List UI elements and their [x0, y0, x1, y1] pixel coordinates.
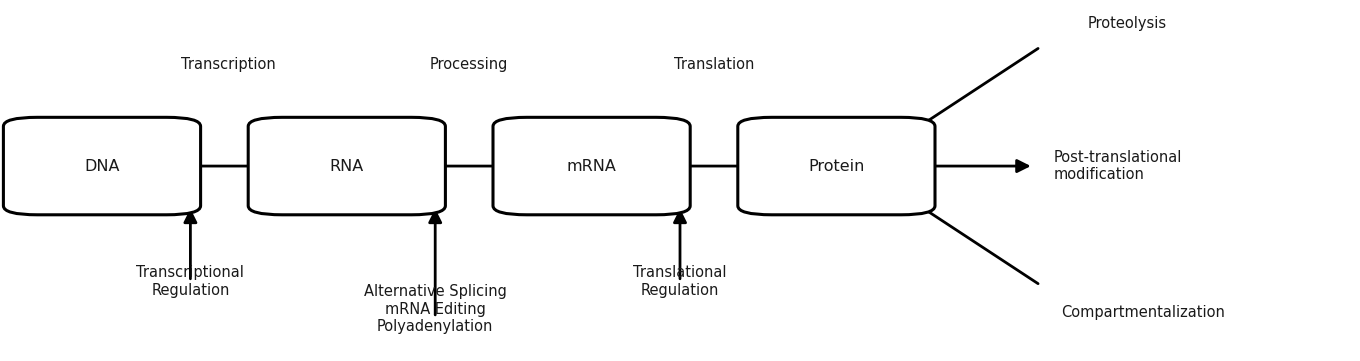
Text: Processing: Processing [430, 57, 509, 73]
FancyBboxPatch shape [492, 117, 691, 215]
Text: Protein: Protein [808, 158, 865, 174]
Text: DNA: DNA [84, 158, 120, 174]
Text: Alternative Splicing
mRNA Editing
Polyadenylation: Alternative Splicing mRNA Editing Polyad… [363, 284, 507, 334]
Text: Translational
Regulation: Translational Regulation [634, 265, 726, 298]
Text: mRNA: mRNA [567, 158, 616, 174]
Text: Translation: Translation [673, 57, 755, 73]
Text: Transcription: Transcription [181, 57, 276, 73]
Text: Proteolysis: Proteolysis [1088, 16, 1167, 31]
FancyBboxPatch shape [249, 117, 446, 215]
Text: RNA: RNA [329, 158, 364, 174]
Text: Transcriptional
Regulation: Transcriptional Regulation [136, 265, 245, 298]
Text: Compartmentalization: Compartmentalization [1061, 305, 1224, 320]
Text: Post-translational
modification: Post-translational modification [1054, 150, 1182, 182]
FancyBboxPatch shape [3, 117, 201, 215]
FancyBboxPatch shape [737, 117, 936, 215]
